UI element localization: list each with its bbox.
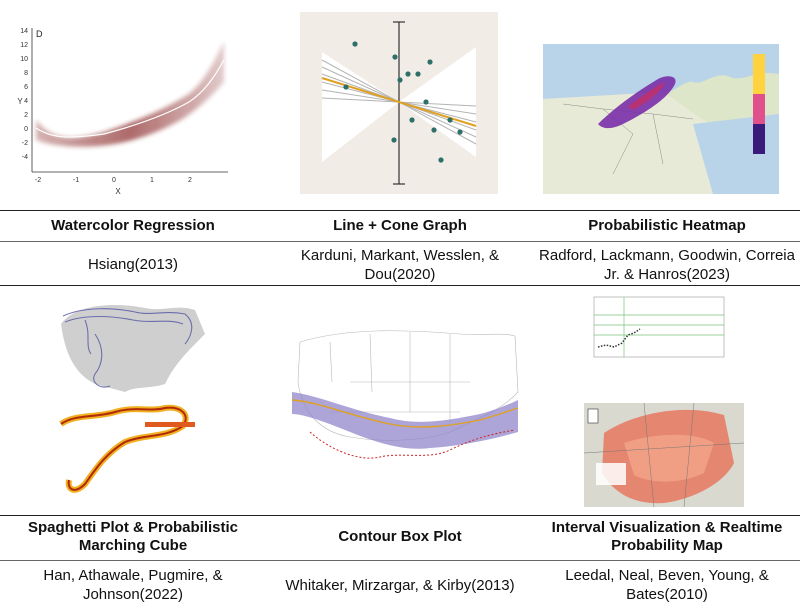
ytick: -4: [22, 154, 28, 161]
title-spaghetti-plot: Spaghetti Plot & Probabilistic Marching …: [27, 519, 239, 554]
xtick: -1: [73, 177, 79, 184]
ytick: 0: [24, 126, 28, 133]
xtick: 1: [150, 177, 154, 184]
probability-map: [584, 403, 744, 507]
heatmap-map: [543, 14, 779, 194]
interval-chart: [593, 296, 725, 358]
contour-box-plot-figure: [290, 322, 520, 482]
citation-radford: Radford, Lackmann, Goodwin, Correia Jr. …: [539, 247, 795, 283]
rule-bottom-row1: [0, 285, 800, 286]
ytick: 12: [20, 42, 28, 49]
watercolor-regression-figure: D 14 12 10 8 6 4 2 0 -2 -4 -2 -1 0 1 2 X…: [14, 22, 234, 200]
spaghetti-map: [59, 305, 205, 493]
title-line-cone-graph: Line + Cone Graph: [333, 217, 467, 234]
panel-label: D: [36, 29, 43, 39]
xtick: 0: [112, 177, 116, 184]
title-watercolor-regression: Watercolor Regression: [51, 217, 215, 234]
y-axis-label: Y: [17, 97, 23, 106]
title-interval-visualization: Interval Visualization & Realtime Probab…: [551, 519, 783, 554]
citation-karduni: Karduni, Markant, Wesslen, & Dou(2020): [300, 247, 500, 283]
ytick: 8: [24, 70, 28, 77]
realtime-probability-map-figure: [584, 403, 744, 507]
citation-hsiang: Hsiang(2013): [87, 256, 179, 273]
ytick: 10: [20, 56, 28, 63]
probabilistic-heatmap-figure: [543, 14, 779, 194]
ytick: 4: [24, 98, 28, 105]
ytick: -2: [22, 140, 28, 147]
rule-top-titles: [0, 210, 800, 211]
contour-box-map: [291, 330, 519, 459]
title-contour-box-plot: Contour Box Plot: [338, 528, 462, 545]
spaghetti-plot-figure: [55, 294, 215, 506]
title-probabilistic-heatmap: Probabilistic Heatmap: [588, 217, 746, 234]
citation-whitaker: Whitaker, Mirzargar, & Kirby(2013): [285, 577, 515, 594]
rule-top-titles-row2: [0, 515, 800, 516]
ytick: 6: [24, 84, 28, 91]
citation-han: Han, Athawale, Pugmire, & Johnson(2022): [43, 567, 223, 603]
rule-mid-2: [0, 560, 800, 561]
ytick: 2: [24, 112, 28, 119]
citation-leedal: Leedal, Neal, Beven, Young, & Bates(2010…: [565, 567, 769, 603]
rule-mid-1: [0, 241, 800, 242]
line-cone-figure: [300, 12, 498, 194]
interval-visualization-figure: [584, 295, 744, 369]
x-axis-label: X: [115, 187, 121, 196]
watercolor-plot: D 14 12 10 8 6 4 2 0 -2 -4 -2 -1 0 1 2 X…: [17, 28, 228, 196]
line-cone-plot: [321, 21, 477, 185]
xtick: -2: [35, 177, 41, 184]
xtick: 2: [188, 177, 192, 184]
ytick: 14: [20, 28, 28, 35]
